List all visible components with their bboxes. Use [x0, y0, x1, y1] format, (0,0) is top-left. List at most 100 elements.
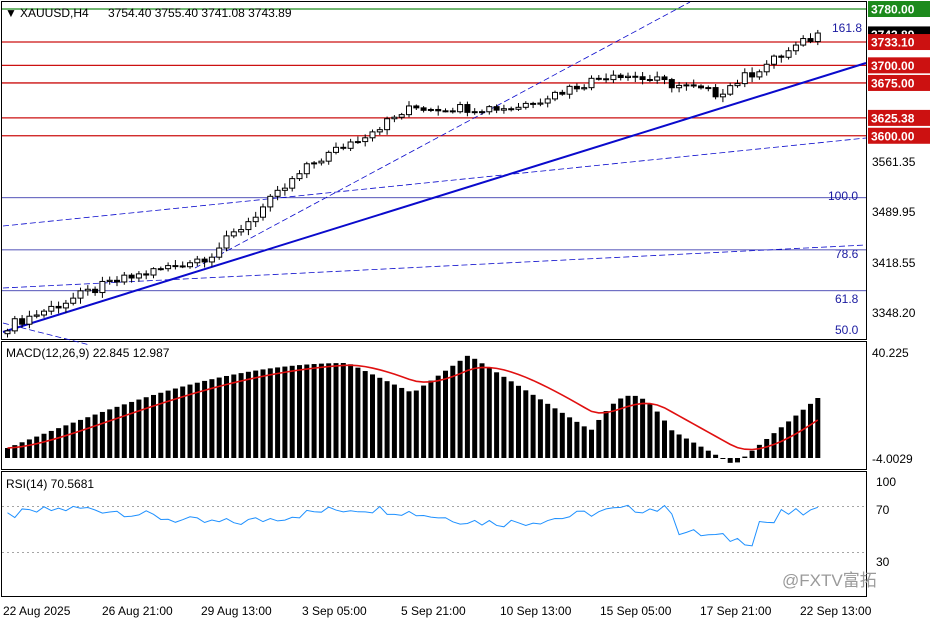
- panel-collapse-icon[interactable]: ▼: [5, 6, 17, 20]
- macd-bar: [165, 390, 171, 458]
- macd-bar: [391, 384, 397, 458]
- macd-bar: [603, 411, 609, 458]
- candle-body: [208, 256, 215, 263]
- candle-body: [55, 305, 62, 309]
- macd-bar: [362, 371, 368, 458]
- candle-body: [749, 72, 756, 78]
- candle-body: [340, 146, 347, 149]
- macd-bar: [5, 448, 10, 458]
- macd-bar: [384, 381, 390, 458]
- price-tag-label: 3733.10: [871, 36, 915, 50]
- candle-body: [552, 91, 558, 100]
- macd-axis-top: 40.225: [872, 346, 909, 360]
- macd-bar: [209, 379, 215, 458]
- macd-bar: [289, 365, 295, 458]
- macd-panel-frame: [1, 341, 867, 470]
- time-tick: 22 Aug 2025: [3, 604, 71, 618]
- macd-bar: [421, 385, 427, 458]
- time-tick: 17 Sep 21:00: [700, 604, 772, 618]
- candle-body: [384, 118, 391, 131]
- fib-level-label: 78.6: [835, 247, 859, 261]
- candle-body: [274, 189, 281, 197]
- macd-bar: [610, 403, 616, 458]
- macd-bar: [808, 403, 813, 458]
- fibonacci-labels: 161.8 100.0 78.6 61.8 50.0: [828, 21, 862, 337]
- macd-bar: [501, 376, 507, 458]
- candle-body: [391, 116, 398, 120]
- macd-bar: [151, 394, 156, 458]
- candle-body: [705, 87, 712, 90]
- candle-body: [756, 71, 763, 78]
- candle-body: [479, 111, 485, 114]
- candle-body: [114, 279, 120, 283]
- macd-bar: [413, 390, 419, 458]
- rsi-label: RSI(14) 70.5681: [6, 477, 94, 491]
- candle-body: [172, 265, 179, 268]
- macd-bar: [552, 408, 558, 458]
- candle-body: [311, 162, 318, 165]
- candle-body: [566, 85, 573, 95]
- macd-signal-line: [7, 364, 819, 451]
- candle-body: [603, 78, 610, 81]
- candle-body: [690, 84, 697, 87]
- macd-bar: [19, 442, 25, 458]
- candle-body: [646, 78, 653, 81]
- price-tick: 3418.55: [872, 256, 916, 270]
- macd-bar: [559, 412, 565, 458]
- macd-bar: [756, 444, 762, 458]
- fib-level-label: 61.8: [835, 292, 859, 306]
- price-tag-label: 3675.00: [871, 76, 915, 90]
- macd-bar: [720, 458, 726, 459]
- macd-bar: [632, 395, 638, 458]
- macd-bar: [749, 450, 755, 458]
- candle-body: [712, 87, 719, 98]
- candle-body: [157, 268, 164, 271]
- macd-bar: [574, 421, 580, 458]
- candle-body: [347, 141, 354, 149]
- candle-body: [150, 268, 157, 276]
- candle-body: [333, 146, 339, 153]
- candle-body: [595, 77, 602, 80]
- candle-body: [252, 216, 259, 223]
- candle-body: [303, 163, 310, 175]
- macd-bar: [275, 367, 281, 458]
- macd-bar: [399, 387, 405, 458]
- macd-bar: [297, 365, 302, 458]
- macd-bar: [727, 458, 733, 463]
- macd-bar: [406, 391, 412, 458]
- candle-body: [201, 258, 208, 263]
- candle-body: [508, 108, 515, 111]
- macd-bar: [304, 364, 310, 458]
- macd-bar: [596, 419, 602, 458]
- candle-body: [493, 106, 500, 111]
- candle-body: [763, 63, 770, 73]
- price-tick: 3489.95: [872, 205, 916, 219]
- candle-body: [406, 105, 412, 116]
- macd-bar: [618, 398, 624, 458]
- support-trendline: [2, 62, 867, 333]
- macd-bar: [238, 373, 244, 458]
- macd-bar: [640, 398, 646, 458]
- candle-body: [70, 297, 77, 304]
- candle-body: [223, 235, 230, 249]
- macd-bar: [589, 429, 594, 458]
- macd-bar: [647, 404, 653, 458]
- candle-body: [435, 108, 442, 112]
- macd-bar: [267, 368, 273, 458]
- candle-body: [639, 76, 646, 80]
- candle-body: [281, 187, 288, 191]
- macd-bar: [800, 409, 806, 458]
- macd-bar: [143, 397, 149, 458]
- candle-body: [427, 108, 434, 111]
- candle-body: [238, 229, 245, 233]
- macd-bar: [370, 374, 375, 458]
- candle-body: [11, 318, 18, 332]
- candle-body: [33, 314, 40, 317]
- horizontal-levels: [2, 8, 866, 292]
- price-tag-box: [868, 74, 930, 91]
- macd-bar: [523, 390, 529, 458]
- macd-bar: [742, 456, 748, 458]
- candle-body: [4, 330, 11, 335]
- macd-bar: [187, 384, 193, 458]
